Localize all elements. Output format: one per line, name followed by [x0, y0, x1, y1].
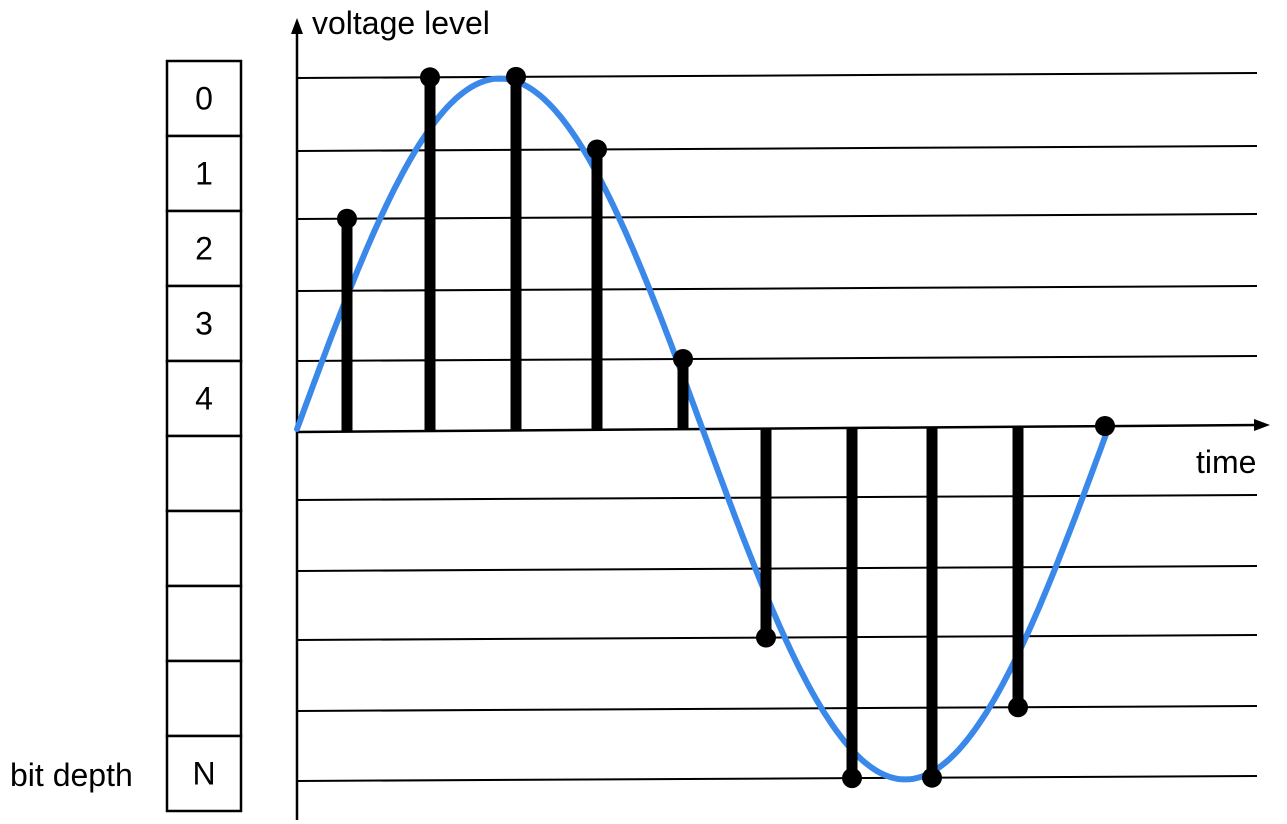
level-cell-label: N	[192, 756, 215, 792]
level-cell	[165, 359, 243, 438]
level-cell	[165, 734, 243, 813]
sample-stems	[337, 66, 1115, 789]
level-line	[296, 775, 1258, 782]
level-line	[296, 705, 1258, 712]
bit-depth-label: bit depth	[10, 757, 133, 793]
level-line	[296, 213, 1258, 220]
level-line	[296, 145, 1258, 152]
sample-point	[587, 139, 607, 160]
level-cell	[165, 584, 243, 663]
sample-point	[337, 208, 357, 229]
analog-signal-wave	[294, 75, 1111, 783]
sample-point	[420, 67, 440, 88]
level-line	[296, 72, 1258, 79]
level-line	[296, 355, 1258, 362]
x-axis-arrow-icon	[1254, 419, 1270, 431]
level-line	[296, 494, 1258, 501]
bit-depth-table: 0 1 2 3 4 N	[165, 59, 243, 813]
sample-point	[842, 768, 862, 789]
level-cell	[165, 59, 243, 138]
quantization-level-lines	[296, 72, 1258, 782]
level-line	[296, 285, 1258, 292]
sample-point	[1095, 416, 1115, 436]
level-cell-label: 2	[195, 231, 213, 267]
sample-point	[673, 348, 693, 369]
level-cell-label: 4	[195, 381, 213, 417]
level-cell	[165, 284, 243, 363]
level-cell	[165, 434, 243, 513]
y-axis-label: voltage level	[312, 5, 490, 41]
axes	[291, 18, 1270, 820]
level-cell-label: 0	[195, 81, 213, 117]
level-cell-label: 3	[195, 306, 213, 342]
sample-point	[1008, 697, 1028, 718]
level-cell	[165, 509, 243, 588]
sample-point	[922, 767, 942, 788]
level-cell-label: 1	[195, 156, 213, 192]
sample-point	[756, 627, 776, 648]
x-axis-label: time	[1196, 444, 1256, 480]
sample-point	[506, 66, 526, 87]
level-line	[296, 634, 1258, 641]
level-cell	[165, 659, 243, 738]
level-cell	[165, 134, 243, 213]
y-axis-arrow-icon	[291, 18, 303, 34]
level-line	[296, 565, 1258, 572]
